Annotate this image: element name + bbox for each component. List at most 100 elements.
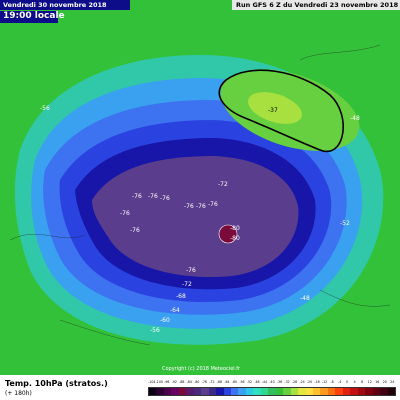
contour-label: -76 <box>186 267 196 274</box>
scale-color-cell <box>320 388 328 395</box>
scale-tick-label: -8 <box>330 380 334 384</box>
scale-tick-label: -100 <box>155 380 163 384</box>
scale-color-cell <box>387 388 395 395</box>
scale-tick-label: 4 <box>353 380 356 384</box>
color-scale-ticks: -104 -100 -96 -92 -88 -84 -80 -76 -72 -68 -64 -60 -5… <box>148 380 396 386</box>
scale-color-cell <box>245 388 254 395</box>
scale-tick-label: -48 <box>254 380 260 384</box>
contour-label: -72 <box>182 281 192 288</box>
scale-color-cell <box>253 388 261 395</box>
scale-tick-label: -40 <box>269 380 275 384</box>
scale-tick-label: -68 <box>216 380 222 384</box>
contour-label: -56 <box>150 327 160 334</box>
scale-color-cell <box>335 388 343 395</box>
coastline <box>9 44 391 346</box>
scale-tick-label: -56 <box>239 380 245 384</box>
scale-color-cell <box>201 388 209 395</box>
contour-label: -76 <box>120 210 130 217</box>
parameter-title: Temp. 10hPa (stratos.) <box>5 379 108 388</box>
scale-color-cell <box>238 388 246 395</box>
scale-color-cell <box>327 388 336 395</box>
scale-color-cell <box>372 388 381 395</box>
scale-tick-label: -52 <box>246 380 253 384</box>
contour-label: -80 <box>230 235 240 242</box>
contour-label: -68 <box>176 293 186 300</box>
scale-tick-label: -36 <box>276 380 283 384</box>
scale-color-cell <box>365 388 373 395</box>
contour-label: -76 <box>208 201 218 208</box>
scale-tick-label: -20 <box>306 380 313 384</box>
scale-color-cell <box>357 388 366 395</box>
forecast-time-banner: 19:00 locale <box>0 11 65 23</box>
temperature-map-graphic: -76 -76 -76 -76 -76 -76 -72 -80 -80 -76 … <box>0 0 400 375</box>
scale-color-cell <box>216 388 224 395</box>
scale-tick-label: -92 <box>171 380 177 384</box>
scale-color-cell <box>268 388 276 395</box>
warm-anomaly-contour <box>218 69 344 153</box>
forecast-map: -76 -76 -76 -76 -76 -76 -72 -80 -80 -76 … <box>0 0 400 375</box>
scale-tick-label: -88 <box>179 380 185 384</box>
contour-label: -76 <box>196 203 206 210</box>
contour-label: -76 <box>160 195 170 202</box>
contour-label: -76 <box>132 193 142 200</box>
scale-color-cell <box>156 388 164 395</box>
scale-color-cell <box>298 388 306 395</box>
scale-tick-label: -76 <box>201 380 207 384</box>
contour-label: -60 <box>160 317 170 324</box>
copyright-notice: Copyright (c) 2018 Meteociel.fr <box>162 366 241 372</box>
scale-tick-label: -64 <box>224 380 230 384</box>
scale-tick-label: -28 <box>291 380 298 384</box>
scale-color-cell <box>342 388 351 395</box>
scale-color-cell <box>171 388 179 395</box>
scale-color-cell <box>223 388 231 395</box>
scale-color-cell <box>193 388 202 395</box>
scale-color-cell <box>149 388 157 395</box>
contour-label: -48 <box>300 295 310 302</box>
scale-tick-label: -16 <box>314 380 320 384</box>
scale-tick-label: 16 <box>375 380 380 384</box>
scale-color-cell <box>283 388 291 395</box>
contour-label: -76 <box>130 227 140 234</box>
scale-tick-label: 0 <box>346 380 349 384</box>
scale-color-cell <box>186 388 194 395</box>
scale-color-cell <box>178 388 187 395</box>
scale-tick-label: -60 <box>231 380 238 384</box>
contour-label: -72 <box>218 181 228 188</box>
scale-tick-label: -72 <box>209 380 215 384</box>
model-run-banner: Run GFS 6 Z du Vendredi 23 novembre 2018 <box>232 0 400 10</box>
scale-tick-label: -104 <box>148 380 156 384</box>
warm-anomaly-inner <box>248 92 302 124</box>
contour-label: -76 <box>184 203 194 210</box>
scale-tick-label: 12 <box>367 380 372 384</box>
scale-tick-label: -24 <box>299 380 305 384</box>
scale-tick-label: -80 <box>194 380 200 384</box>
scale-tick-label: 20 <box>382 380 387 384</box>
vortex-cold-core <box>92 156 299 278</box>
contour-label: -76 <box>148 193 158 200</box>
scale-color-cell <box>312 388 321 395</box>
scale-color-cell <box>275 388 284 395</box>
scale-color-cell <box>260 388 269 395</box>
scale-color-cell <box>230 388 239 395</box>
contour-label: -48 <box>350 115 360 122</box>
lead-time: (+ 180h) <box>5 390 32 397</box>
contour-label: -64 <box>170 307 180 314</box>
scale-color-cell <box>208 388 217 395</box>
scale-color-cell <box>163 388 172 395</box>
scale-tick-label: -96 <box>164 380 170 384</box>
scale-color-cell <box>290 388 299 395</box>
coldest-spot <box>218 224 238 244</box>
scale-tick-label: -84 <box>186 380 192 384</box>
forecast-date-banner: Vendredi 30 novembre 2018 <box>0 0 130 10</box>
scale-tick-label: -44 <box>261 380 268 384</box>
contour-label: -52 <box>340 220 350 227</box>
scale-tick-label: -4 <box>338 380 342 384</box>
color-scale-bar <box>148 387 396 396</box>
scale-color-cell <box>380 388 388 395</box>
scale-tick-label: 24 <box>390 380 395 384</box>
scale-tick-label: 8 <box>361 380 364 384</box>
contour-label: -37 <box>268 107 278 114</box>
scale-tick-label: -32 <box>284 380 290 384</box>
scale-tick-label: -12 <box>322 380 328 384</box>
contour-label: -56 <box>40 105 50 112</box>
